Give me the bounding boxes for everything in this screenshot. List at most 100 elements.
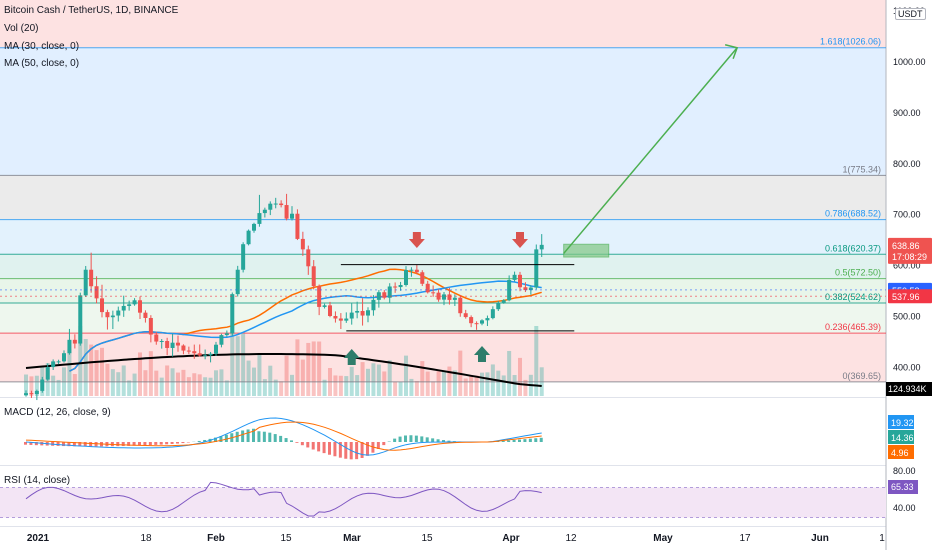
macd-histogram-bar [507,440,511,442]
macd-histogram-bar [257,431,261,442]
ma50-legend[interactable]: MA (50, close, 0) [4,58,80,69]
macd-histogram-bar [273,434,277,442]
ma50-line [69,280,542,372]
macd-histogram-bar [214,437,217,442]
macd-histogram-bar [344,442,348,459]
candle-body [224,333,229,336]
volume-legend[interactable]: Vol (20) [4,23,39,34]
macd-histogram-bar [360,442,364,458]
zone-1618-1 [0,47,886,176]
volume-bar [387,360,392,396]
volume-bar [186,377,191,396]
candle-body [306,249,311,267]
candle-body [192,351,197,354]
candle-body [355,310,360,313]
rsi-pane [0,481,886,518]
candle-body [78,295,83,344]
volume-ma-line [25,353,542,387]
candle-body [322,305,327,307]
volume-bar [262,379,267,396]
macd-histogram-bar [398,436,402,442]
rsi-badge-label: 65.33 [891,482,914,492]
macd-histogram-bar [436,439,440,442]
candle-body [371,299,376,311]
candle-body [501,300,506,303]
price-axis[interactable]: 1100.001000.00900.00800.00700.00600.0050… [0,6,932,513]
macd-histogram-bar [496,441,500,442]
price-badge-last [888,237,932,264]
volume-bar [34,375,39,396]
volume-bar [176,372,180,396]
volume-bar [382,371,387,396]
time-axis[interactable]: 2021 18 Feb 15 Mar 15 Apr 12 May 17 Jun 1 [27,533,885,544]
volume-bar [235,336,240,396]
candle-body [45,367,50,380]
macd-histogram-bar [534,438,538,442]
volume-bar [442,371,446,396]
time-tick-label: May [653,533,673,544]
macd-badge [888,430,914,444]
candle-body [311,266,316,287]
macd-histogram-bar [170,442,174,444]
volume-bar [105,363,110,396]
candle-body [447,294,452,300]
candle-body [181,345,186,351]
candle-body [349,312,354,319]
zone-0786-0618 [0,219,886,255]
volume-bar [447,366,452,396]
sell-arrow-2 [512,232,528,248]
macd-legend[interactable]: MACD (12, 26, close, 9) [4,407,111,418]
fibonacci-retracement[interactable]: 1.618(1026.06) 1(775.34) 0.786(688.52) 0.61… [0,37,886,383]
price-tick-label: 400.00 [893,362,921,372]
volume-bar [420,361,425,396]
candle-body [273,203,278,205]
volume-bar [518,357,522,396]
volume-bar [496,370,501,396]
macd-histogram-bar [414,435,418,442]
annotations[interactable] [340,44,739,365]
currency-label[interactable]: USDT [895,8,926,20]
candle-body [528,287,533,291]
candle-body [40,379,45,391]
candle-body [214,344,218,354]
symbol-legend[interactable]: Bitcoin Cash / TetherUS, 1D, BINANCE [4,5,179,16]
candlesticks[interactable] [24,193,544,401]
macd-histogram-bar [295,442,299,443]
macd-histogram-bar [382,442,386,446]
candle-body [121,305,126,311]
macd-histogram-bar [235,431,239,442]
candle-body [512,274,517,280]
time-tick-label: 1 [879,533,885,544]
price-tick-label: 500.00 [893,312,921,322]
macd-histogram-bar [148,442,152,446]
macd-histogram-bar [284,438,288,442]
rsi-legend[interactable]: RSI (14, close) [4,475,71,486]
separator-macd [0,465,886,466]
volume-badge-label: 124.934K [888,384,927,394]
volume-bar [355,375,360,396]
candle-body [366,310,370,316]
zone-0382-0236 [0,303,886,334]
candle-body [230,294,235,334]
candle-body [116,310,121,316]
candle-body [241,244,246,270]
ma30-legend[interactable]: MA (30, close, 0) [4,41,80,52]
volume-bar [273,379,278,396]
macd-histogram-bar [442,440,445,442]
macd-histogram-bar [34,442,38,446]
volume-bar [56,379,61,396]
volume-bar [463,378,468,396]
volume-bar [534,326,539,396]
rsi-line [25,481,542,517]
macd-histogram-bar [376,442,380,449]
separator-main [0,397,886,398]
candle-body [507,279,512,301]
volume-bar [322,379,327,396]
volume-bar [480,372,484,396]
candle-body [382,292,387,298]
candle-body [165,341,170,348]
fib-label-1.618: 1.618(1026.06) [820,37,881,47]
candle-body [170,342,175,348]
